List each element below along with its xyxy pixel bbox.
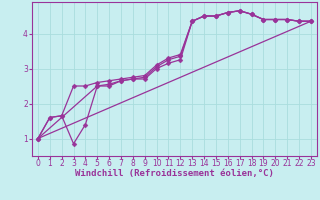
X-axis label: Windchill (Refroidissement éolien,°C): Windchill (Refroidissement éolien,°C) xyxy=(75,169,274,178)
